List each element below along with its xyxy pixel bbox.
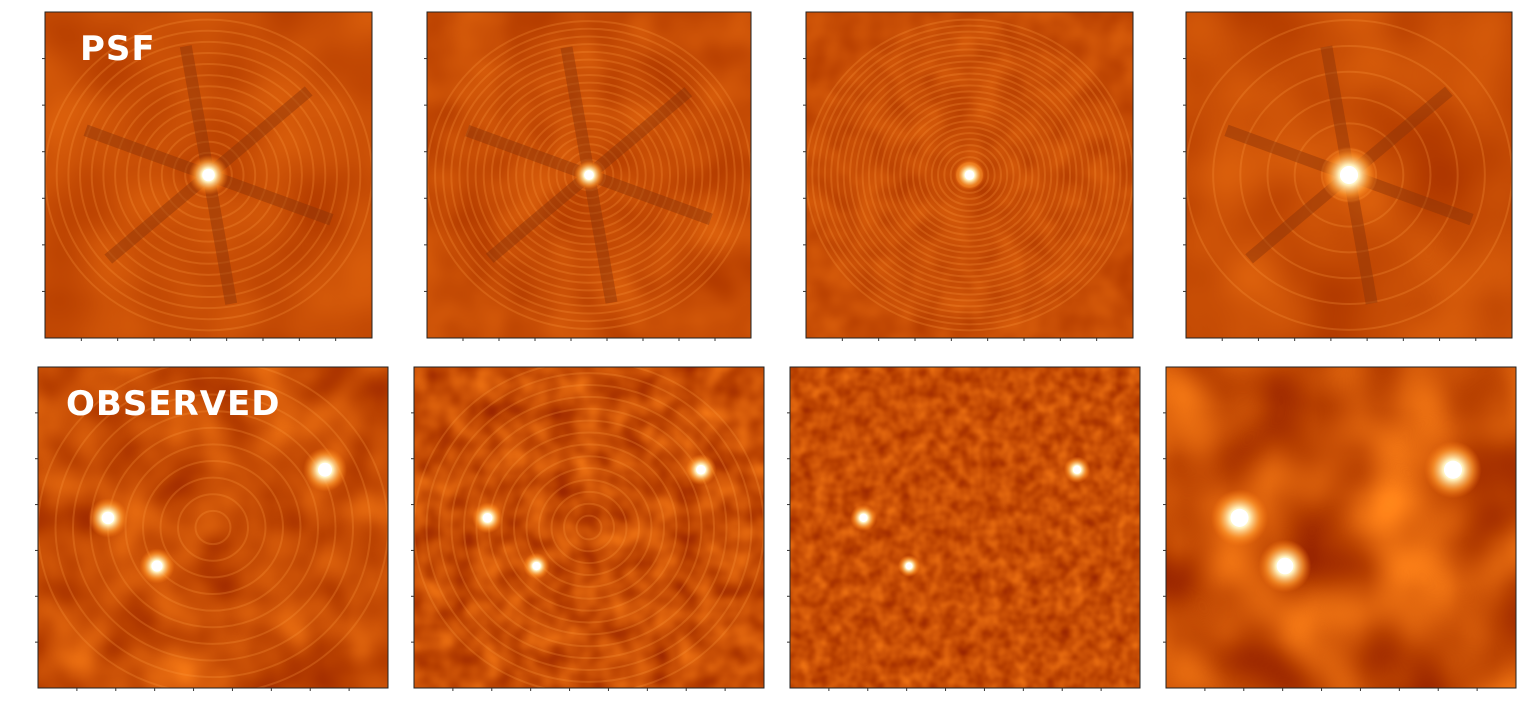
source-core xyxy=(906,563,913,570)
source-core xyxy=(483,513,493,523)
source-core xyxy=(1340,166,1358,184)
source-core xyxy=(202,169,215,182)
source-core xyxy=(584,170,594,180)
image-panel xyxy=(790,367,1140,688)
panels xyxy=(35,12,1516,694)
source-core xyxy=(318,463,332,477)
image-panel xyxy=(1186,12,1512,338)
source-core xyxy=(532,562,540,570)
source-core xyxy=(965,170,975,180)
image-panel xyxy=(806,12,1133,338)
source-core xyxy=(1277,558,1294,575)
source-core xyxy=(1073,466,1081,474)
page: PSF OBSERVED (() => { const data = JSON.… xyxy=(0,0,1519,713)
source-core xyxy=(859,514,867,522)
row-label: OBSERVED xyxy=(66,384,280,424)
source-core xyxy=(696,465,706,475)
figure: PSF OBSERVED xyxy=(0,0,1519,713)
source-core xyxy=(1230,509,1248,527)
noise-texture xyxy=(414,367,764,688)
source-core xyxy=(151,560,162,571)
row-label: PSF xyxy=(80,29,156,69)
image-panel xyxy=(1166,367,1516,688)
source-core xyxy=(1444,461,1462,479)
image-panel xyxy=(427,12,751,338)
source-core xyxy=(102,512,115,525)
image-panel xyxy=(414,361,764,694)
noise-texture xyxy=(790,367,1140,688)
